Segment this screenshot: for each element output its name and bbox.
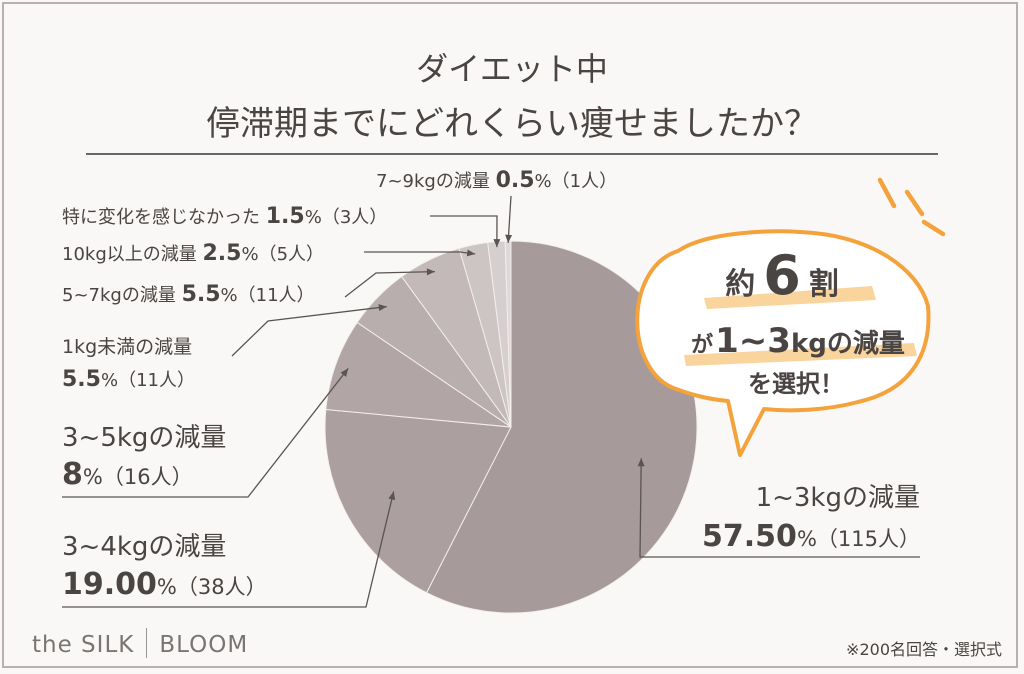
leader-10kg-plus-arrow bbox=[466, 249, 476, 257]
leader-under-1kg bbox=[231, 305, 387, 357]
slice-label-3-4kg-percent: 19.00 bbox=[62, 567, 157, 602]
callout-line-2: が1~3kgの減量 bbox=[691, 321, 905, 361]
slice-label-3-4kg-percent-sign: % bbox=[157, 575, 177, 599]
callout-line2-suffix: kgの減量 bbox=[791, 329, 905, 359]
title-divider bbox=[86, 153, 938, 155]
slice-label-under-1kg-percent-sign: % bbox=[101, 370, 118, 391]
leader-under-1kg-arrow bbox=[378, 304, 387, 312]
slice-label-7-9kg-label: 7~9kgの減量 bbox=[376, 171, 496, 192]
highlight-stroke-1 bbox=[704, 286, 876, 309]
slice-label-3-5kg-count: （16人） bbox=[103, 465, 193, 489]
slice-label-no-change-percent-sign: % bbox=[305, 207, 322, 228]
leader-no-change bbox=[430, 215, 498, 248]
burst-line-1 bbox=[877, 177, 897, 209]
brand-right: BLOOM bbox=[159, 632, 249, 658]
slice-label-3-4kg-count: （38人） bbox=[177, 575, 267, 599]
slice-label-10kg-plus-percent-sign: % bbox=[241, 244, 258, 265]
slice-label-5-7kg-count: （11人） bbox=[238, 285, 315, 306]
slice-label-under-1kg-value: 5.5%（11人） bbox=[62, 367, 195, 392]
leader-3-5kg-arrow bbox=[340, 368, 349, 377]
slice-label-5-7kg-percent-sign: % bbox=[221, 285, 238, 306]
pie-slices bbox=[324, 240, 698, 614]
title-line-2: 停滞期までにどれくらい痩せましたか？ bbox=[206, 104, 818, 144]
slice-label-3-5kg-percent-sign: % bbox=[83, 465, 103, 489]
slice-label-7-9kg-count: （1人） bbox=[552, 171, 617, 192]
burst-icon bbox=[877, 177, 946, 237]
slice-label-1-3kg-count: （115人） bbox=[817, 527, 920, 551]
burst-line-3 bbox=[921, 219, 946, 237]
burst-line-2 bbox=[904, 189, 925, 217]
leader-1-3kg-arrow bbox=[637, 458, 645, 467]
slice-label-no-change-count: （3人） bbox=[322, 207, 387, 228]
slice-label-3-4kg-value: 19.00%（38人） bbox=[62, 567, 267, 602]
pie-slice-0 bbox=[425, 240, 698, 614]
callout-prefix: 約 bbox=[725, 267, 755, 302]
slice-label-7-9kg-percent-sign: % bbox=[535, 171, 552, 192]
slice-label-10kg-plus-count: （5人） bbox=[259, 244, 324, 265]
slice-label-1-3kg-label: 1~3kgの減量 bbox=[756, 483, 920, 513]
slice-label-3-4kg-label: 3~4kgの減量 bbox=[62, 532, 226, 562]
brand-left: the SILK bbox=[32, 632, 135, 658]
leader-3-4kg-arrow bbox=[388, 491, 396, 501]
slice-label-under-1kg-count: （11人） bbox=[118, 370, 195, 391]
leader-5-7kg bbox=[344, 271, 435, 298]
slice-label-no-change: 特に変化を感じなかった 1.5%（3人） bbox=[62, 204, 387, 229]
leader-1-3kg bbox=[639, 458, 920, 558]
slice-label-10kg-plus-percent: 2.5 bbox=[202, 241, 241, 266]
callout-line-3: を選択！ bbox=[748, 370, 844, 398]
slice-label-3-5kg-value: 8%（16人） bbox=[62, 457, 193, 492]
slice-label-7-9kg-percent: 0.5 bbox=[496, 168, 535, 193]
slice-label-no-change-label: 特に変化を感じなかった bbox=[62, 207, 266, 228]
leader-7-9kg-arrow bbox=[505, 234, 513, 243]
leader-3-4kg bbox=[62, 491, 395, 608]
slice-label-1-3kg-percent-sign: % bbox=[797, 527, 817, 551]
slice-label-10kg-plus-label: 10kg以上の減量 bbox=[62, 244, 202, 265]
slice-label-1-3kg-percent: 57.50 bbox=[702, 519, 797, 554]
slice-label-5-7kg-label: 5~7kgの減量 bbox=[62, 285, 182, 306]
highlight-stroke-2 bbox=[684, 343, 917, 366]
title-line-1: ダイエット中 bbox=[416, 50, 608, 88]
leader-no-change-arrow bbox=[493, 239, 501, 248]
slice-label-under-1kg-label: 1kg未満の減量 bbox=[62, 336, 192, 358]
slice-label-5-7kg-percent: 5.5 bbox=[182, 282, 221, 307]
brand-logo: the SILK BLOOM bbox=[32, 628, 248, 658]
slice-label-3-5kg-percent: 8 bbox=[62, 457, 83, 492]
slice-label-10kg-plus: 10kg以上の減量 2.5%（5人） bbox=[62, 241, 324, 266]
slice-label-5-7kg: 5~7kgの減量 5.5%（11人） bbox=[62, 282, 315, 307]
slice-label-no-change-percent: 1.5 bbox=[266, 204, 305, 229]
callout-number: 6 bbox=[763, 244, 801, 307]
slice-label-3-5kg-label: 3~5kgの減量 bbox=[62, 423, 226, 453]
pie-slice-1 bbox=[324, 408, 512, 594]
pie-slice-2 bbox=[325, 321, 512, 428]
slice-label-7-9kg: 7~9kgの減量 0.5%（1人） bbox=[376, 168, 617, 193]
callout-line2-emph: 1~3 bbox=[715, 321, 791, 361]
callout-line2-prefix: が bbox=[691, 332, 713, 358]
callout-suffix: 割 bbox=[809, 267, 839, 302]
survey-note: ※200名回答・選択式 bbox=[846, 640, 1002, 659]
brand-divider bbox=[146, 628, 148, 658]
leader-5-7kg-arrow bbox=[426, 268, 435, 276]
slice-label-under-1kg-percent: 5.5 bbox=[62, 367, 101, 392]
slice-label-1-3kg-value: 57.50%（115人） bbox=[702, 519, 920, 554]
leader-3-5kg bbox=[62, 368, 349, 498]
